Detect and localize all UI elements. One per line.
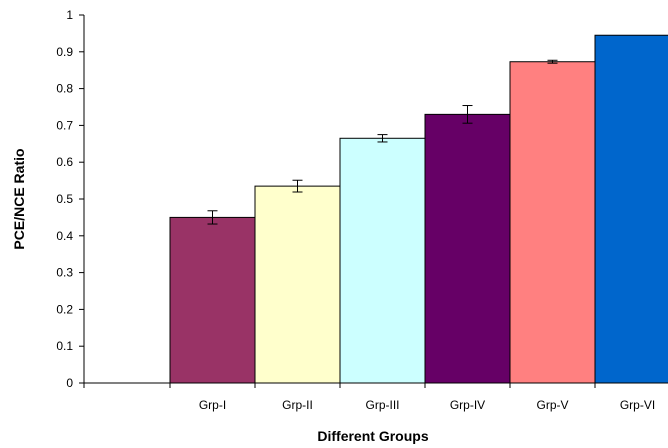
y-axis-title: PCE/NCE Ratio (11, 148, 27, 249)
x-tick-label: Grp-V (536, 398, 568, 412)
error-bar-grp-i (207, 210, 218, 225)
y-tick-label: 0.4 (56, 229, 73, 243)
bars-group (169, 34, 668, 384)
bar-grp-iii (339, 137, 426, 384)
y-axis-ticks: 0 0.1 0.2 0.3 0.4 0.5 0.6 0.7 0.8 0.9 1 (56, 8, 84, 390)
error-bar-grp-iii (377, 134, 388, 143)
x-axis-title: Different Groups (317, 428, 428, 444)
error-bars-group (207, 59, 558, 225)
x-tick-label: Grp-III (365, 398, 399, 412)
bar-grp-v (509, 61, 596, 384)
y-tick-label: 0.8 (56, 82, 73, 96)
y-tick-label: 1 (66, 8, 73, 22)
bar-grp-iv (424, 113, 511, 384)
y-tick-label: 0.1 (56, 339, 73, 353)
bar-grp-ii (254, 185, 341, 384)
bar-grp-vi (594, 34, 668, 384)
x-tick-label: Grp-IV (450, 398, 485, 412)
y-tick-label: 0 (66, 376, 73, 390)
y-tick-label: 0.2 (56, 302, 73, 316)
x-tick-label: Grp-II (282, 398, 313, 412)
bar-grp-i (169, 216, 256, 384)
y-tick-label: 0.9 (56, 45, 73, 59)
error-bar-grp-ii (292, 179, 303, 193)
error-bar-grp-iv (462, 105, 473, 124)
error-bar-grp-v (547, 59, 558, 64)
y-tick-label: 0.6 (56, 155, 73, 169)
y-tick-label: 0.5 (56, 192, 73, 206)
x-axis-ticks: Grp-I Grp-II Grp-III Grp-IV Grp-V Grp-VI (83, 383, 655, 412)
y-tick-label: 0.7 (56, 118, 73, 132)
y-tick-label: 0.3 (56, 266, 73, 280)
x-tick-label: Grp-I (199, 398, 226, 412)
x-tick-label: Grp-VI (620, 398, 655, 412)
